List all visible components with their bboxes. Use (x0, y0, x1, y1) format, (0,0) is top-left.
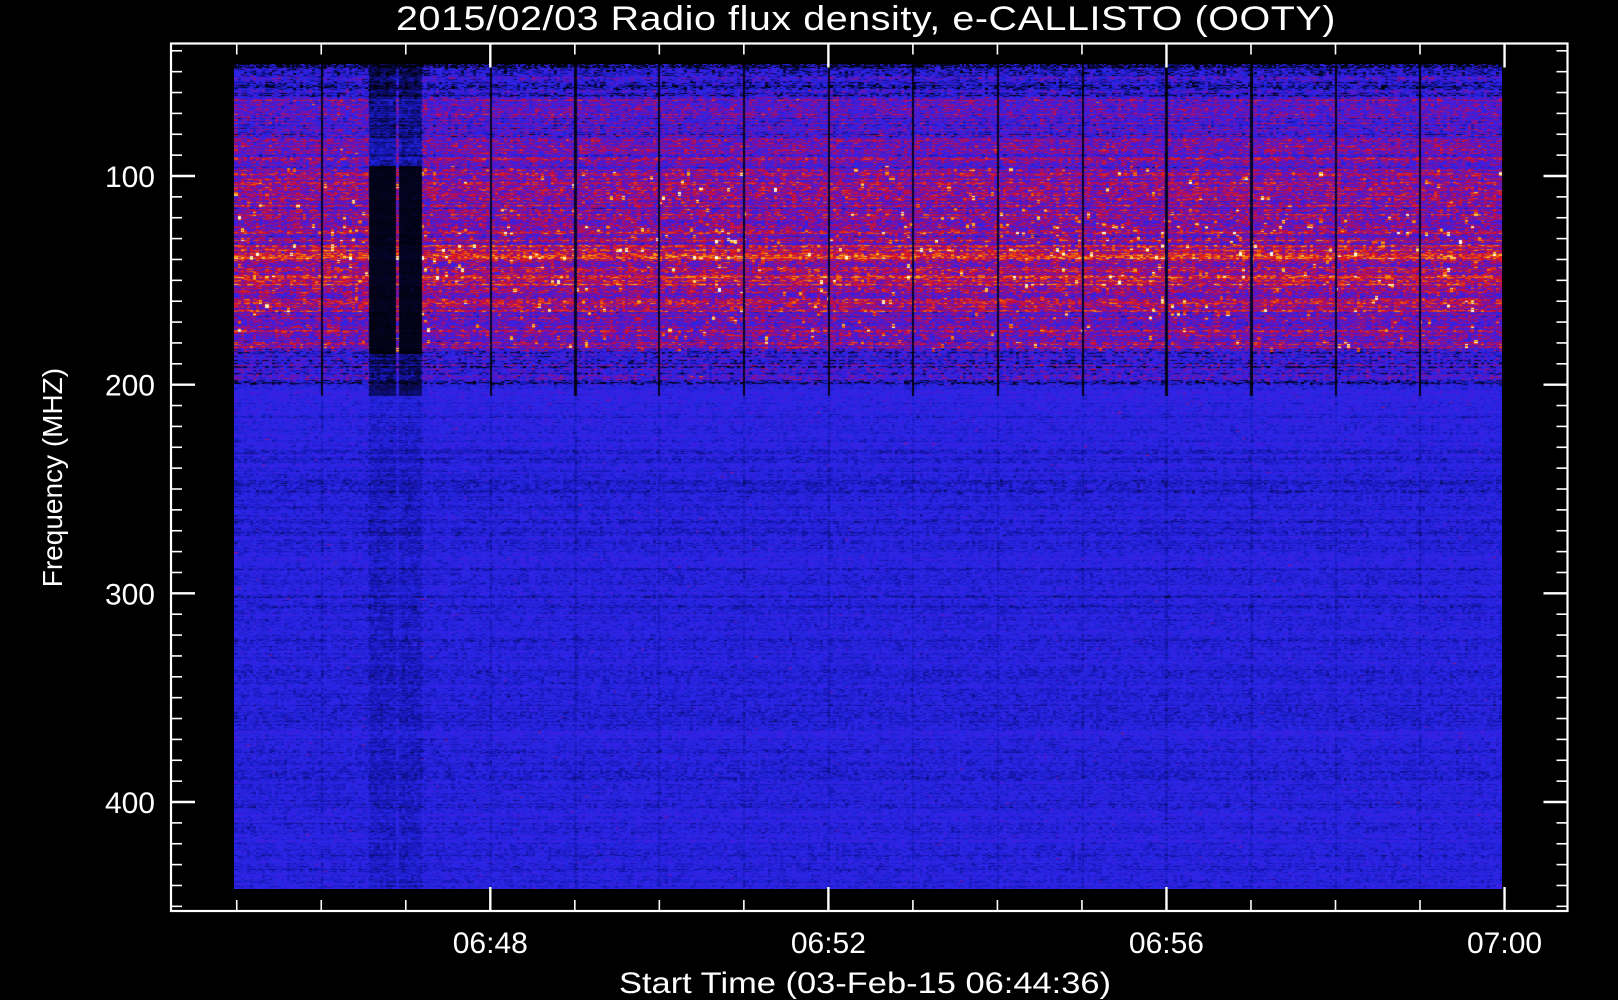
svg-text:06:56: 06:56 (1129, 927, 1204, 960)
svg-text:06:52: 06:52 (791, 927, 866, 960)
svg-text:06:48: 06:48 (453, 927, 528, 960)
svg-text:Start Time (03-Feb-15 06:44:36: Start Time (03-Feb-15 06:44:36) (619, 967, 1111, 1000)
svg-text:Frequency (MHZ): Frequency (MHZ) (37, 368, 68, 587)
svg-text:400: 400 (105, 787, 155, 820)
svg-text:200: 200 (105, 370, 155, 403)
svg-text:07:00: 07:00 (1467, 927, 1542, 960)
svg-text:2015/02/03 Radio flux density: 2015/02/03 Radio flux density, e-CALLIST… (396, 0, 1336, 38)
svg-text:100: 100 (105, 161, 155, 194)
svg-text:300: 300 (105, 578, 155, 611)
